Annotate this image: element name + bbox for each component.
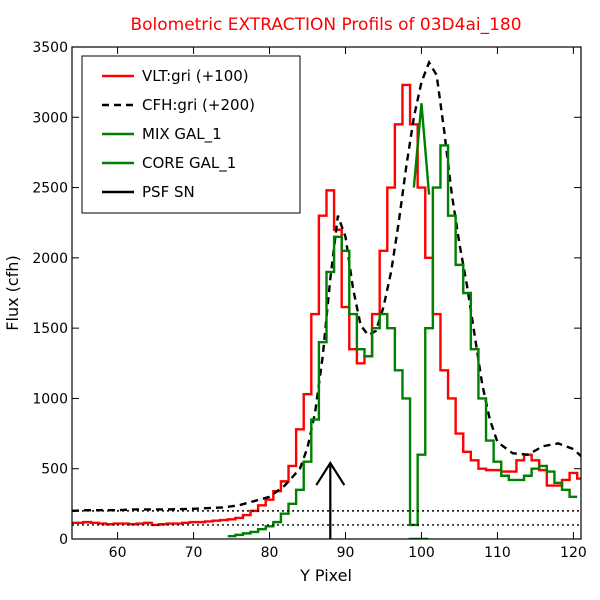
legend-label: PSF SN	[142, 183, 195, 201]
x-tick-label: 90	[337, 545, 355, 561]
series-group	[72, 59, 581, 539]
psf-sn-arrow	[315, 461, 346, 539]
core-gal-1-line	[412, 103, 431, 195]
legend-label: MIX GAL_1	[142, 125, 222, 144]
x-tick-label: 80	[261, 545, 279, 561]
y-tick-label: 3500	[32, 40, 68, 56]
cfh-gri-200-line	[72, 59, 581, 513]
axes-frame	[71, 46, 582, 540]
y-tick-label: 0	[59, 532, 68, 548]
plot-area: 60 70 80 90 100 110 120 0 500 1000 1500 2000 2500 300…	[32, 40, 586, 561]
x-tick-label: 110	[484, 545, 511, 561]
legend-label: CFH:gri (+200)	[142, 96, 255, 114]
x-tick-label: 70	[185, 545, 203, 561]
y-tick-label: 500	[41, 462, 68, 478]
legend-label: VLT:gri (+100)	[142, 67, 249, 85]
y-tick-label: 1500	[32, 321, 68, 337]
x-tick-label: 100	[408, 545, 435, 561]
legend: VLT:gri (+100) CFH:gri (+200) MIX GAL_1 COR…	[81, 55, 301, 214]
x-axis-label: Y Pixel	[299, 566, 352, 585]
y-tick-label: 2000	[32, 251, 68, 267]
x-tick-label: 120	[560, 545, 587, 561]
y-axis-label: Flux (cfh)	[3, 255, 22, 330]
y-tick-label: 3000	[32, 110, 68, 126]
vlt-gri-100-line	[72, 83, 581, 527]
y-tick-label: 2500	[32, 181, 68, 197]
mix-gal-1-line	[227, 144, 578, 538]
x-tick-label: 60	[109, 545, 127, 561]
chart-title: Bolometric EXTRACTION Profils of 03D4ai_…	[130, 15, 521, 35]
y-tick-label: 1000	[32, 391, 68, 407]
legend-label: CORE GAL_1	[142, 154, 236, 173]
